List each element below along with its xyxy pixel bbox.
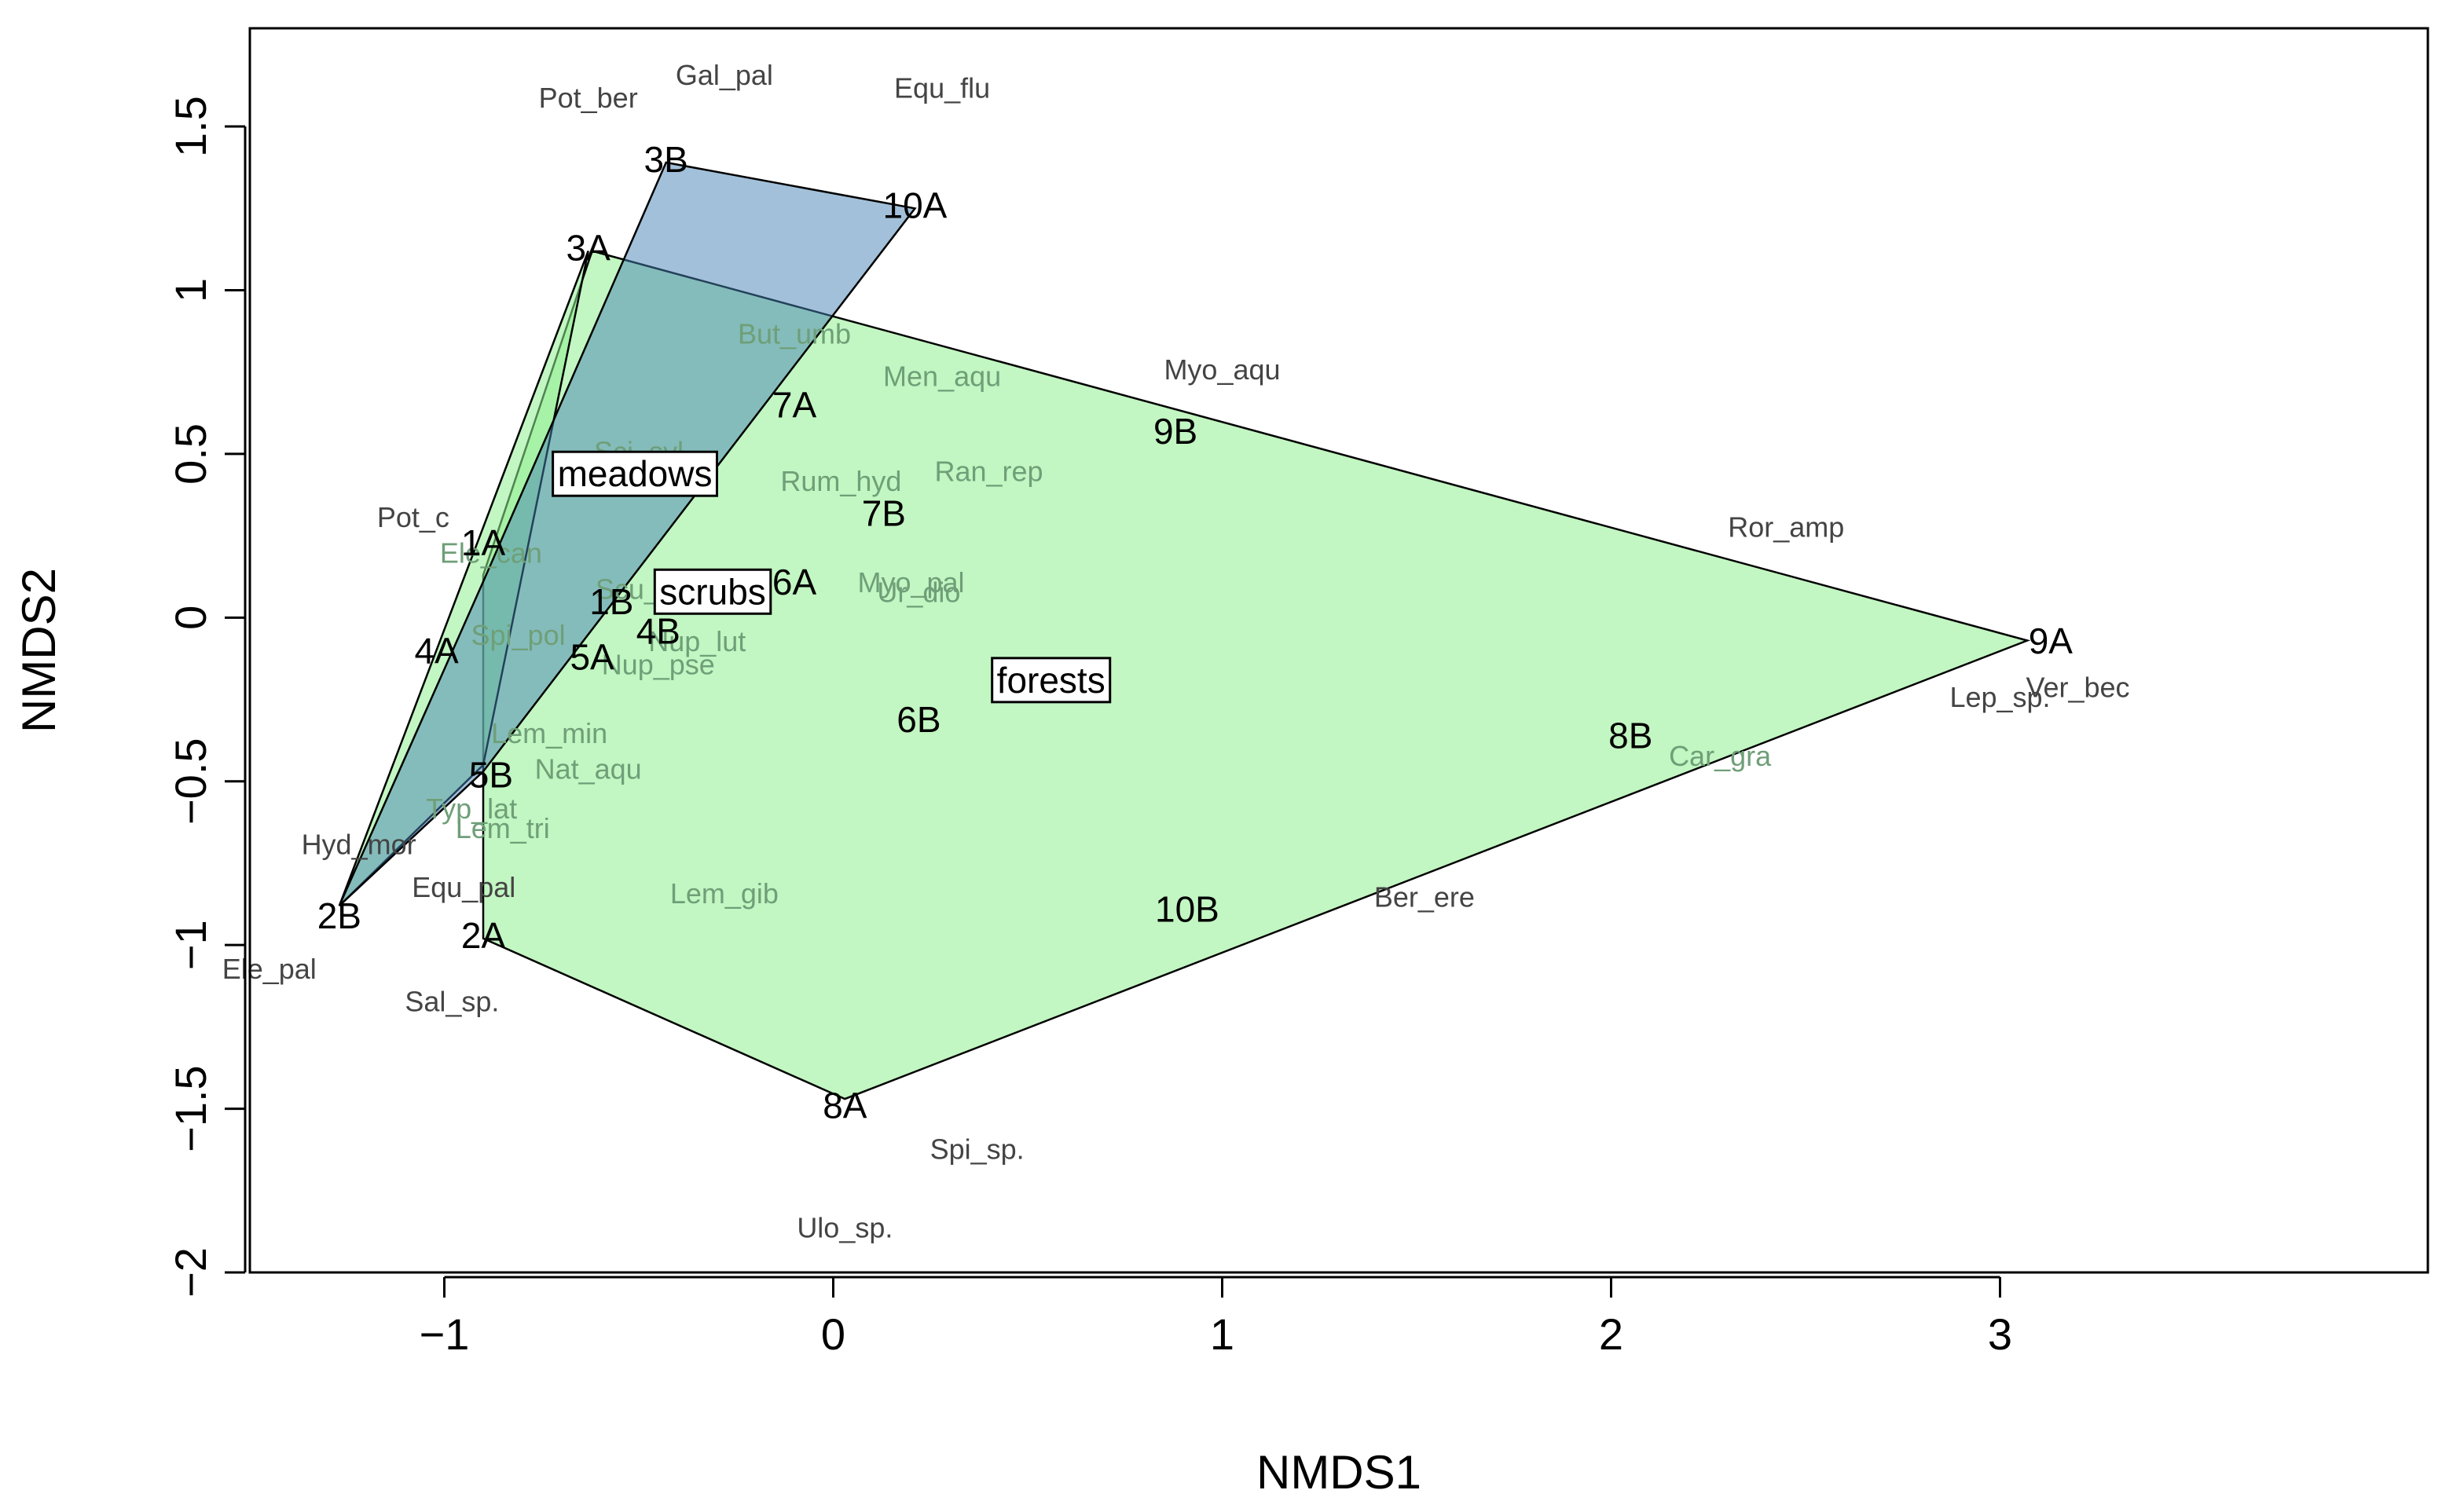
site-label: 7B bbox=[862, 492, 906, 533]
group-label-text: meadows bbox=[558, 453, 713, 494]
species-label: Lep_sp. bbox=[1949, 681, 2050, 713]
site-label: 4B bbox=[636, 610, 680, 651]
group-labels-layer: meadows scrubs forests bbox=[552, 450, 1112, 704]
group-label-box bbox=[991, 657, 1112, 704]
group-label-box bbox=[653, 568, 772, 615]
site-label: 10A bbox=[883, 185, 948, 225]
x-axis: −1 0 1 2 3 bbox=[420, 1276, 2012, 1359]
y-tick-label: 0 bbox=[166, 606, 215, 630]
site-label: 3A bbox=[566, 228, 611, 269]
x-axis-title: NMDS1 bbox=[1256, 1446, 1421, 1499]
site-label: 2B bbox=[317, 895, 361, 936]
y-tick-label: −0.5 bbox=[166, 738, 215, 825]
hulls-layer bbox=[338, 161, 2031, 1100]
species-label: Car_gra bbox=[1669, 740, 1772, 772]
species-label: Ele_can bbox=[440, 537, 542, 569]
y-axis: 1.5 1 0.5 0 −0.5 −1 −1.5 −2 bbox=[166, 96, 247, 1298]
site-label: 7A bbox=[772, 385, 817, 426]
y-tick-label: 1.5 bbox=[166, 96, 215, 157]
species-label: Lem_tri bbox=[456, 812, 550, 844]
hull-2 bbox=[338, 161, 917, 907]
site-label: 2A bbox=[461, 915, 506, 956]
species-label: Ulo_sp. bbox=[797, 1211, 893, 1243]
site-label: 9A bbox=[2029, 621, 2074, 661]
site-label: 5A bbox=[570, 637, 614, 678]
y-tick-label: 1 bbox=[166, 278, 215, 302]
x-tick-label: 0 bbox=[821, 1309, 845, 1359]
species-label: Myo_aqu bbox=[1164, 353, 1280, 386]
species-label: Pot_c bbox=[377, 501, 449, 533]
site-label: 3B bbox=[644, 139, 688, 180]
species-label: Sal_sp. bbox=[405, 986, 499, 1018]
species-label: Ur_dio bbox=[877, 577, 960, 609]
x-tick-label: 3 bbox=[1988, 1309, 2012, 1359]
x-tick-label: 1 bbox=[1210, 1309, 1234, 1359]
species-label: Typ_lat bbox=[426, 793, 517, 825]
species-label: Hyd_mor bbox=[302, 829, 416, 861]
species-label: Gal_pal bbox=[676, 59, 773, 91]
site-label: 8A bbox=[823, 1085, 867, 1126]
species-label: Lem_gib bbox=[670, 877, 779, 910]
species-label: Spi_sp. bbox=[930, 1133, 1025, 1165]
species-label: Rum_hyd bbox=[780, 465, 901, 497]
species-label: Nup_pse bbox=[602, 648, 715, 680]
y-tick-label: −2 bbox=[166, 1247, 215, 1298]
group-label-meadows: meadows bbox=[552, 450, 718, 497]
species-label: Myo_pal bbox=[857, 566, 964, 599]
site-label: 8B bbox=[1608, 716, 1652, 756]
site-label: 1A bbox=[461, 522, 506, 563]
y-tick-label: −1 bbox=[166, 920, 215, 970]
x-tick-label: −1 bbox=[420, 1309, 470, 1359]
group-label-text: forests bbox=[997, 660, 1106, 701]
species-label: Equ_pal bbox=[412, 871, 515, 903]
species-label: Ber_ere bbox=[1374, 880, 1475, 913]
species-label: Ror_amp bbox=[1728, 511, 1844, 543]
species-label: Lem_min bbox=[491, 717, 607, 749]
species-label: Nup_lut bbox=[648, 625, 746, 657]
group-label-scrubs: scrubs bbox=[653, 568, 772, 615]
group-label-text: scrubs bbox=[659, 571, 765, 612]
species-label: Pot_ber bbox=[539, 82, 638, 114]
site-label: 6A bbox=[772, 562, 817, 602]
site-label: 5B bbox=[469, 755, 513, 796]
site-label: 10B bbox=[1155, 889, 1219, 930]
plot-frame bbox=[248, 27, 2429, 1274]
x-tick-label: 2 bbox=[1599, 1309, 1623, 1359]
site-label: 4A bbox=[414, 630, 459, 671]
species-label: Ver_bec bbox=[2026, 672, 2129, 704]
species-label: Ele_pal bbox=[222, 953, 317, 985]
species-label: Equ_flu bbox=[894, 72, 990, 104]
y-tick-label: 0.5 bbox=[166, 423, 215, 485]
y-axis-title: NMDS2 bbox=[13, 568, 65, 733]
species-label: Nat_aqu bbox=[535, 753, 642, 785]
site-label: 6B bbox=[896, 699, 940, 740]
y-tick-label: −1.5 bbox=[166, 1065, 215, 1152]
species-label: But_umb bbox=[738, 317, 851, 350]
site-label: 1B bbox=[589, 581, 633, 622]
species-label: Men_aqu bbox=[883, 361, 1001, 393]
site-label: 9B bbox=[1153, 411, 1197, 452]
group-label-forests: forests bbox=[991, 657, 1112, 704]
species-label: Spi_pol bbox=[471, 619, 566, 651]
group-label-box bbox=[552, 450, 718, 497]
species-label: Ran_rep bbox=[934, 455, 1043, 487]
species-labels-layer: Gal_pal Pot_ber Equ_flu But_umb Men_aqu Myo_a… bbox=[222, 59, 2130, 1243]
